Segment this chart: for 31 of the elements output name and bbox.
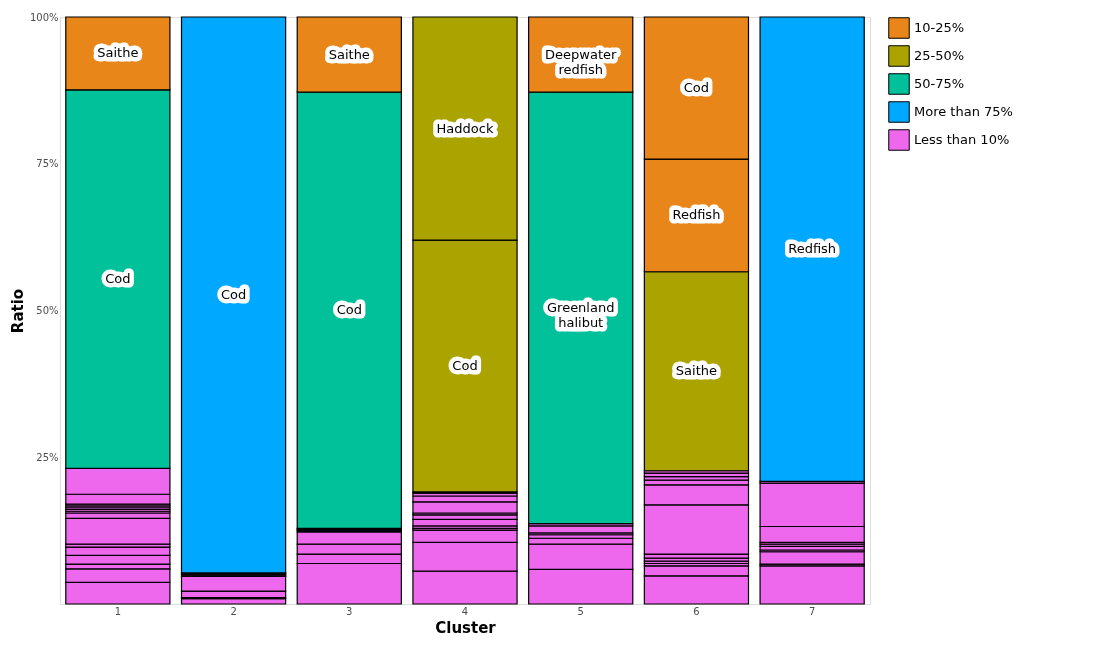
x-tick-label: 3 <box>346 605 353 617</box>
data-label: Cod <box>220 286 247 302</box>
data-label: Haddock <box>436 120 494 136</box>
x-tick-label: 1 <box>114 605 122 617</box>
x-tick-label: 6 <box>693 605 700 617</box>
y-tick-label: 75% <box>36 158 59 170</box>
y-axis-title: Ratio <box>8 288 27 334</box>
legend-label: More than 75% <box>914 104 1013 119</box>
x-tick-label: 7 <box>808 605 816 617</box>
y-tick-label: 50% <box>36 305 59 316</box>
data-label: Cod <box>105 271 131 287</box>
data-label: Saithe <box>328 46 370 62</box>
data-label: Deepwater redfish <box>545 46 618 77</box>
x-tick-label: 4 <box>461 605 469 617</box>
y-tick-label: 100% <box>29 11 59 23</box>
x-axis-title: Cluster <box>435 618 497 637</box>
x-tick-label: 5 <box>577 605 584 617</box>
legend-label: 50-75% <box>914 76 965 91</box>
data-label: Saithe <box>97 45 139 61</box>
legend-label: 10-25% <box>914 20 965 35</box>
data-label: Greenland halibut <box>547 299 615 330</box>
data-label: Cod <box>683 80 710 96</box>
x-tick-label: 2 <box>230 605 237 617</box>
data-label: Saithe <box>675 363 718 379</box>
data-label: Cod <box>452 357 478 373</box>
legend-label: Less than 10% <box>914 132 1010 147</box>
data-label: Cod <box>336 302 362 318</box>
data-label: Redfish <box>672 207 721 223</box>
legend-label: 25-50% <box>914 48 965 63</box>
data-label: Redfish <box>788 241 837 257</box>
y-tick-label: 25% <box>36 451 59 463</box>
